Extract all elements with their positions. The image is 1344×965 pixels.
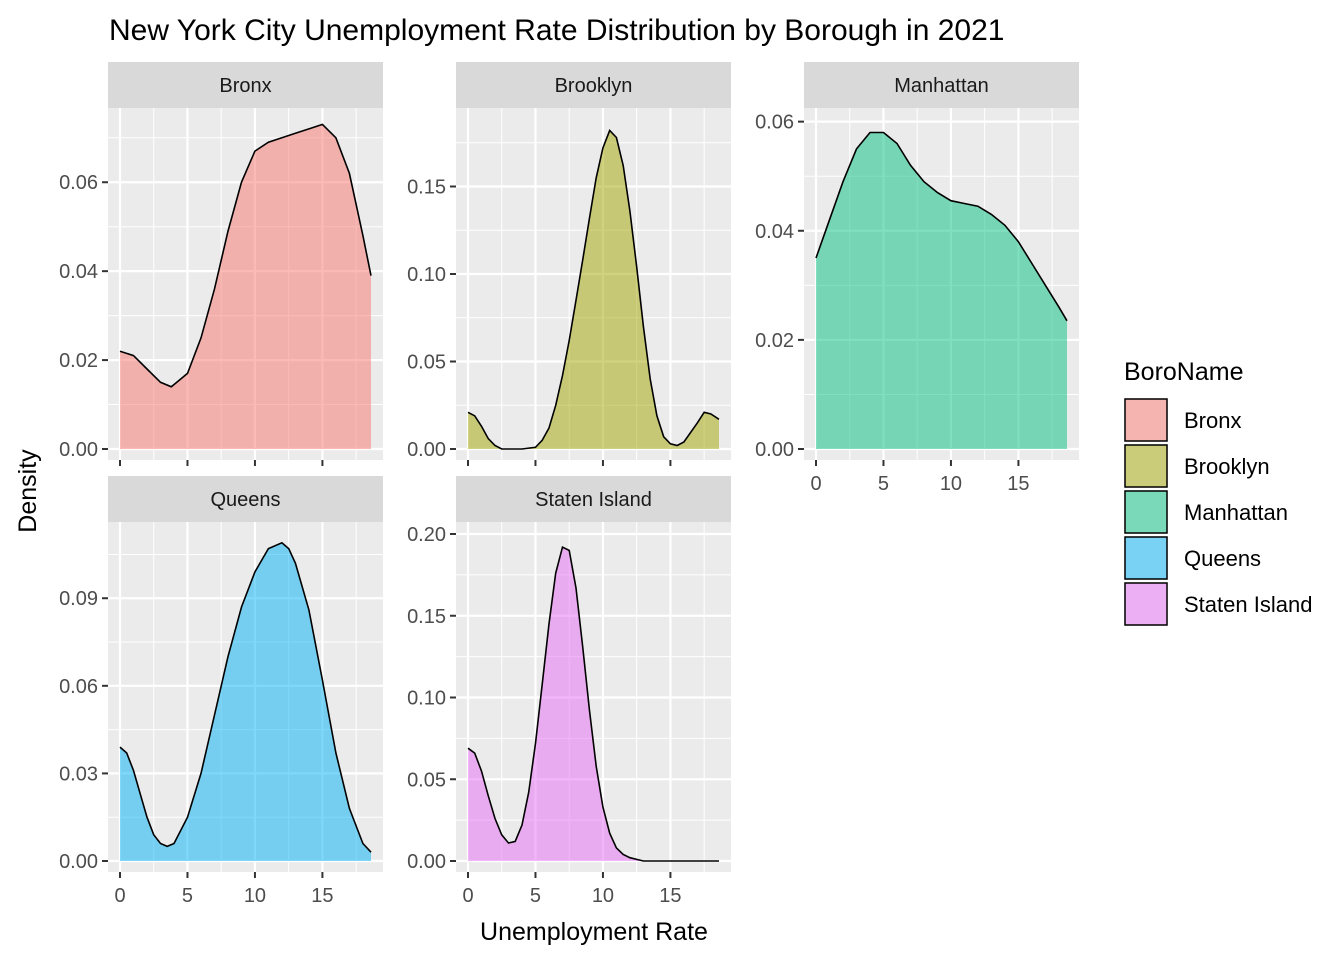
x-tick-label: 5 bbox=[878, 473, 889, 495]
y-tick-label: 0.15 bbox=[407, 177, 446, 199]
y-axis-label: Density bbox=[14, 449, 42, 533]
y-tick-label: 0.00 bbox=[59, 439, 98, 461]
y-tick-label: 0.05 bbox=[407, 769, 446, 791]
legend-item-brooklyn: Brooklyn bbox=[1124, 444, 1270, 488]
legend-label: Staten Island bbox=[1184, 592, 1312, 617]
facet-strip bbox=[108, 476, 383, 522]
legend-item-manhattan: Manhattan bbox=[1124, 490, 1288, 534]
x-tick-label: 15 bbox=[659, 885, 681, 907]
facet-panel-queens: Queens 0.00 0.03 0.06 0.09 0 5 10 15 bbox=[59, 476, 383, 907]
legend-swatch bbox=[1124, 536, 1168, 580]
facet-strip-label: Queens bbox=[210, 489, 280, 511]
facet-strip-label: Brooklyn bbox=[555, 75, 633, 97]
facet-strip-label: Bronx bbox=[219, 75, 271, 97]
y-tick-label: 0.06 bbox=[59, 676, 98, 698]
x-tick-label: 5 bbox=[182, 885, 193, 907]
x-tick-label: 10 bbox=[244, 885, 266, 907]
density-line-brooklyn bbox=[467, 129, 720, 450]
density-area-manhattan bbox=[816, 132, 1067, 449]
facet-panel-bronx: Bronx 0.00 0.02 0.04 0.06 bbox=[59, 62, 383, 466]
y-tick-label: 0.04 bbox=[755, 221, 794, 243]
facet-strip-label: Staten Island bbox=[535, 489, 652, 511]
legend-item-bronx: Bronx bbox=[1124, 398, 1241, 442]
y-tick-label: 0.20 bbox=[407, 524, 446, 546]
legend-label: Manhattan bbox=[1184, 500, 1288, 525]
facet-panel-brooklyn: Brooklyn 0.00 0.05 0.10 0.15 bbox=[407, 62, 731, 466]
facet-panel-manhattan: Manhattan 0.00 0.02 0.04 0.06 0 5 10 15 bbox=[755, 62, 1079, 495]
legend-title: BoroName bbox=[1124, 358, 1244, 386]
y-tick-label: 0.03 bbox=[59, 763, 98, 785]
chart-title: New York City Unemployment Rate Distribu… bbox=[109, 14, 1004, 47]
density-area-bronx bbox=[120, 124, 371, 450]
legend: BoroName Bronx Brooklyn Manhattan Queens Sta… bbox=[1124, 358, 1312, 626]
facet-panel-staten-island: Staten Island 0.00 0.05 0.10 0.15 0.20 0 5 10 15 bbox=[407, 476, 731, 907]
facet-strip bbox=[804, 62, 1079, 108]
y-tick-label: 0.10 bbox=[407, 688, 446, 710]
y-tick-label: 0.00 bbox=[755, 439, 794, 461]
legend-swatch bbox=[1124, 490, 1168, 534]
y-tick-label: 0.00 bbox=[407, 851, 446, 873]
legend-label: Brooklyn bbox=[1184, 454, 1270, 479]
y-tick-label: 0.02 bbox=[755, 330, 794, 352]
legend-item-staten-island: Staten Island bbox=[1124, 582, 1312, 626]
facet-strip bbox=[456, 476, 731, 522]
facet-strip bbox=[456, 62, 731, 108]
density-line-queens bbox=[119, 541, 372, 853]
y-tick-label: 0.00 bbox=[407, 439, 446, 461]
legend-label: Queens bbox=[1184, 546, 1261, 571]
y-tick-label: 0.04 bbox=[59, 261, 98, 283]
legend-swatch bbox=[1124, 582, 1168, 626]
y-tick-label: 0.06 bbox=[755, 112, 794, 134]
x-tick-label: 10 bbox=[940, 473, 962, 495]
y-tick-label: 0.05 bbox=[407, 352, 446, 374]
x-tick-label: 0 bbox=[114, 885, 125, 907]
x-tick-label: 0 bbox=[810, 473, 821, 495]
facet-strip-label: Manhattan bbox=[894, 75, 989, 97]
y-tick-label: 0.09 bbox=[59, 588, 98, 610]
legend-label: Bronx bbox=[1184, 408, 1241, 433]
legend-item-queens: Queens bbox=[1124, 536, 1261, 580]
density-line-staten-island bbox=[467, 545, 719, 862]
legend-swatch bbox=[1124, 444, 1168, 488]
x-tick-label: 0 bbox=[462, 885, 473, 907]
x-tick-label: 5 bbox=[530, 885, 541, 907]
y-tick-label: 0.15 bbox=[407, 606, 446, 628]
x-axis-label: Unemployment Rate bbox=[480, 918, 708, 946]
y-tick-label: 0.10 bbox=[407, 264, 446, 286]
density-area-brooklyn bbox=[468, 130, 719, 449]
density-line-manhattan bbox=[815, 131, 1068, 322]
y-tick-label: 0.02 bbox=[59, 350, 98, 372]
x-tick-label: 10 bbox=[592, 885, 614, 907]
x-tick-label: 15 bbox=[311, 885, 333, 907]
y-tick-label: 0.00 bbox=[59, 851, 98, 873]
y-tick-label: 0.06 bbox=[59, 172, 98, 194]
facet-panels: Bronx 0.00 0.02 0.04 0.06 Brooklyn 0.00 0.05 0.1… bbox=[59, 62, 1079, 907]
x-tick-label: 15 bbox=[1007, 473, 1029, 495]
facet-strip bbox=[108, 62, 383, 108]
density-line-bronx bbox=[119, 123, 372, 388]
density-area-queens bbox=[120, 542, 371, 861]
legend-swatch bbox=[1124, 398, 1168, 442]
